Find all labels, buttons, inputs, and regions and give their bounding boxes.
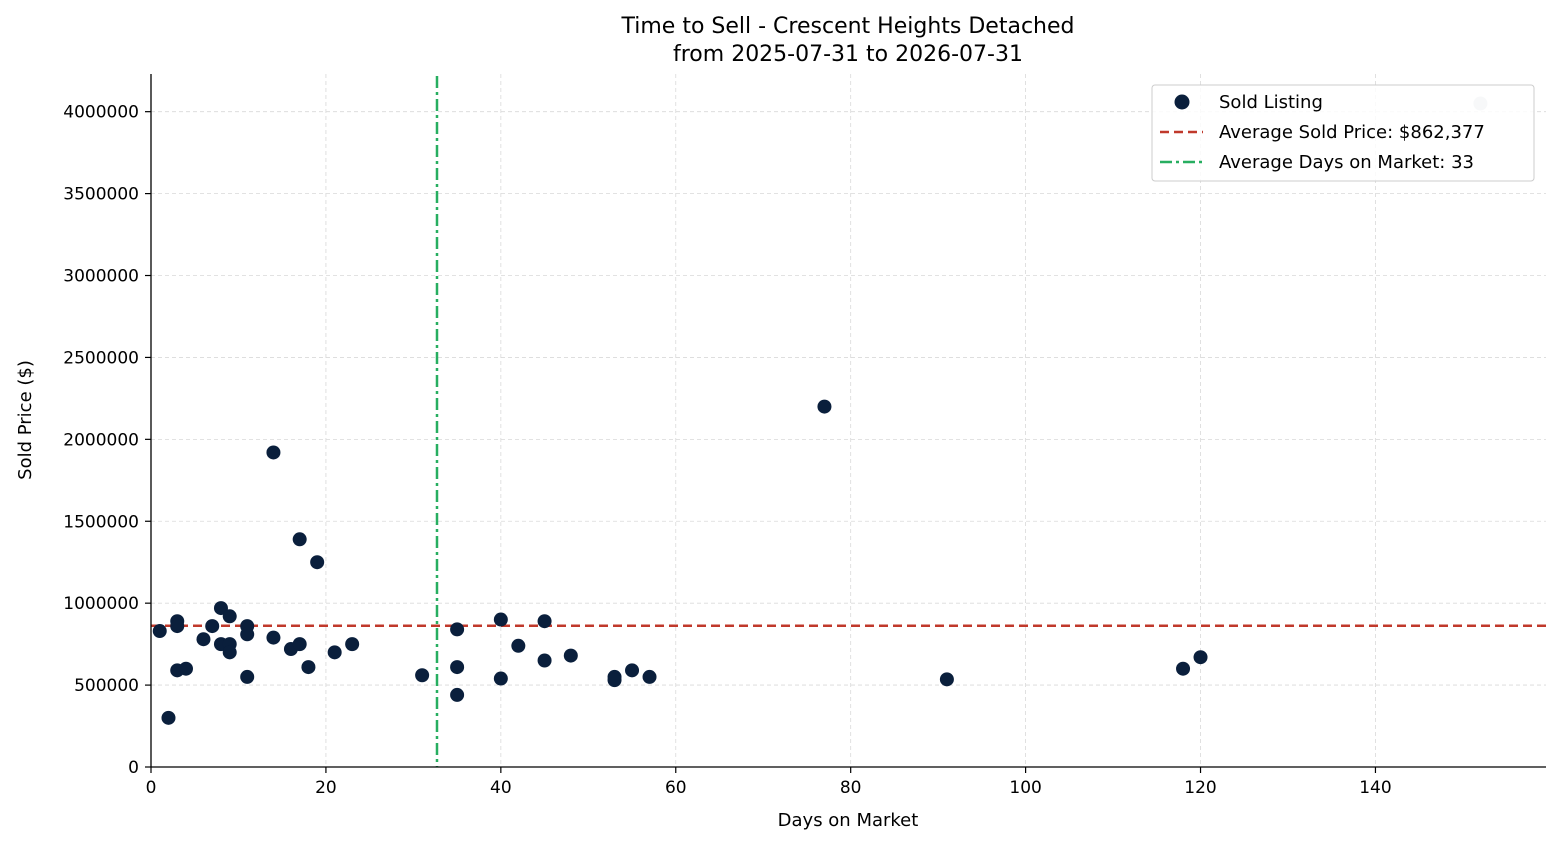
- y-tick-label: 2000000: [63, 430, 139, 450]
- x-tick-label: 100: [1009, 778, 1041, 798]
- x-tick-label: 80: [840, 778, 862, 798]
- chart-title: Time to Sell - Crescent Heights Detached: [621, 14, 1075, 39]
- sold-listing-point: [537, 653, 552, 668]
- y-tick-label: 4000000: [63, 103, 139, 123]
- legend: Sold Listing Average Sold Price: $862,37…: [1151, 84, 1535, 182]
- sold-listing-point: [450, 687, 465, 702]
- x-tick-label: 60: [665, 778, 687, 798]
- y-tick-label: 1500000: [63, 512, 139, 532]
- sold-listing-point: [939, 672, 954, 687]
- sold-listing-point: [292, 637, 307, 652]
- sold-listing-point: [450, 660, 465, 675]
- sold-listing-point: [493, 612, 508, 627]
- sold-listing-point: [511, 638, 526, 653]
- sold-listing-point: [817, 399, 832, 414]
- reference-lines: [151, 76, 1546, 767]
- sold-listing-point: [493, 671, 508, 686]
- y-tick-label: 2500000: [63, 348, 139, 368]
- y-axis-label: Sold Price ($): [15, 360, 36, 480]
- sold-listing-point: [178, 661, 193, 676]
- legend-sold-listing-label: Sold Listing: [1219, 92, 1323, 113]
- x-tick-label: 20: [315, 778, 337, 798]
- legend-sold-listing-marker: [1174, 94, 1190, 110]
- sold-listing-point: [537, 614, 552, 629]
- sold-listing-point: [625, 663, 640, 678]
- sold-listing-point: [161, 710, 176, 725]
- legend-box: [1151, 84, 1535, 182]
- sold-listing-point: [301, 660, 316, 675]
- legend-avg-days-label: Average Days on Market: 33: [1219, 152, 1474, 173]
- x-tick-label: 0: [146, 778, 157, 798]
- sold-listing-point: [213, 601, 228, 616]
- sold-listing-point: [607, 673, 622, 688]
- x-tick-label: 120: [1184, 778, 1216, 798]
- sold-listing-point: [240, 627, 255, 642]
- sold-listing-point: [563, 648, 578, 663]
- sold-listing-point: [196, 632, 211, 647]
- sold-listing-point: [450, 622, 465, 637]
- sold-listing-point: [1176, 661, 1191, 676]
- chart-subtitle: from 2025-07-31 to 2026-07-31: [673, 42, 1023, 67]
- x-tick-label: 140: [1359, 778, 1391, 798]
- y-tick-label: 1000000: [63, 594, 139, 614]
- sold-listing-point: [266, 630, 281, 645]
- x-tick-label: 40: [490, 778, 512, 798]
- sold-listing-point: [327, 645, 342, 660]
- sold-listing-point: [152, 624, 167, 639]
- sold-listing-point: [345, 637, 360, 652]
- legend-avg-price-label: Average Sold Price: $862,377: [1219, 122, 1485, 143]
- axes: [145, 74, 1546, 773]
- sold-listing-point: [266, 445, 281, 460]
- y-tick-label: 3500000: [63, 185, 139, 205]
- sold-listing-point: [642, 669, 657, 684]
- sold-listing-point: [205, 619, 220, 634]
- sold-listing-point: [415, 668, 430, 683]
- y-tick-label: 500000: [74, 676, 139, 696]
- tick-labels: 0 20 40 60 80 100 120 140 0 500000 1000000 1500000 2…: [63, 103, 1391, 798]
- sold-listing-point: [222, 645, 237, 660]
- y-tick-label: 0: [128, 758, 139, 778]
- sold-listing-point: [222, 609, 237, 624]
- data-points: [152, 96, 1488, 725]
- x-axis-label: Days on Market: [778, 810, 919, 831]
- sold-listing-point: [292, 532, 307, 547]
- sold-listing-point: [310, 555, 325, 570]
- y-tick-label: 3000000: [63, 267, 139, 287]
- sold-listing-point: [240, 669, 255, 684]
- sold-listing-point: [170, 619, 185, 634]
- sold-listing-point: [1193, 650, 1208, 665]
